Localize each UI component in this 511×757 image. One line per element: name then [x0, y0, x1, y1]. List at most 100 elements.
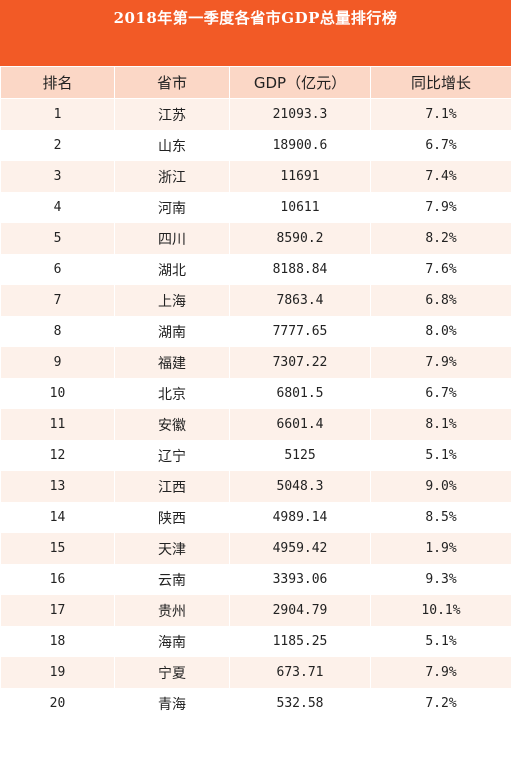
table-row: 3 浙江 11691 7.4% [0, 161, 511, 192]
header-gdp: GDP（亿元） [229, 66, 371, 99]
growth-cell: 1.9% [370, 533, 511, 564]
rank-cell: 11 [0, 409, 115, 440]
table-body: 1 江苏 21093.3 7.1% 2 山东 18900.6 6.7% 3 浙江 11691 7.4%… [0, 98, 511, 719]
growth-cell: 7.9% [370, 192, 511, 223]
rank-cell: 14 [0, 502, 115, 533]
province-cell: 湖北 [114, 254, 230, 285]
table-header-row: 排名 省市 GDP（亿元） 同比增长 [0, 66, 511, 99]
province-cell: 陕西 [114, 502, 230, 533]
gdp-cell: 2904.79 [229, 595, 371, 626]
province-cell: 上海 [114, 285, 230, 316]
gdp-cell: 21093.3 [229, 98, 371, 130]
growth-cell: 5.1% [370, 626, 511, 657]
growth-cell: 6.7% [370, 130, 511, 161]
rank-cell: 12 [0, 440, 115, 471]
gdp-cell: 1185.25 [229, 626, 371, 657]
province-cell: 湖南 [114, 316, 230, 347]
gdp-cell: 18900.6 [229, 130, 371, 161]
gdp-cell: 5125 [229, 440, 371, 471]
gdp-cell: 673.71 [229, 657, 371, 688]
growth-cell: 7.2% [370, 688, 511, 719]
table-row: 13 江西 5048.3 9.0% [0, 471, 511, 502]
header-rank: 排名 [0, 66, 115, 99]
gdp-cell: 7307.22 [229, 347, 371, 378]
table-row: 17 贵州 2904.79 10.1% [0, 595, 511, 626]
rank-cell: 4 [0, 192, 115, 223]
rank-cell: 8 [0, 316, 115, 347]
table-row: 2 山东 18900.6 6.7% [0, 130, 511, 161]
table-row: 9 福建 7307.22 7.9% [0, 347, 511, 378]
growth-cell: 6.7% [370, 378, 511, 409]
rank-cell: 13 [0, 471, 115, 502]
gdp-ranking-table: 排名 省市 GDP（亿元） 同比增长 1 江苏 21093.3 7.1% 2 山东 1890… [0, 66, 511, 719]
table-row: 11 安徽 6601.4 8.1% [0, 409, 511, 440]
rank-cell: 20 [0, 688, 115, 719]
gdp-cell: 5048.3 [229, 471, 371, 502]
table-row: 16 云南 3393.06 9.3% [0, 564, 511, 595]
growth-cell: 7.1% [370, 98, 511, 130]
growth-cell: 8.0% [370, 316, 511, 347]
growth-cell: 7.4% [370, 161, 511, 192]
province-cell: 辽宁 [114, 440, 230, 471]
province-cell: 山东 [114, 130, 230, 161]
header-province: 省市 [114, 66, 230, 99]
growth-cell: 8.1% [370, 409, 511, 440]
province-cell: 江西 [114, 471, 230, 502]
gdp-cell: 6601.4 [229, 409, 371, 440]
rank-cell: 10 [0, 378, 115, 409]
rank-cell: 6 [0, 254, 115, 285]
table-row: 12 辽宁 5125 5.1% [0, 440, 511, 471]
province-cell: 浙江 [114, 161, 230, 192]
table-row: 5 四川 8590.2 8.2% [0, 223, 511, 254]
growth-cell: 5.1% [370, 440, 511, 471]
province-cell: 北京 [114, 378, 230, 409]
province-cell: 安徽 [114, 409, 230, 440]
province-cell: 江苏 [114, 98, 230, 130]
province-cell: 海南 [114, 626, 230, 657]
table-row: 1 江苏 21093.3 7.1% [0, 98, 511, 130]
gdp-cell: 11691 [229, 161, 371, 192]
province-cell: 四川 [114, 223, 230, 254]
province-cell: 贵州 [114, 595, 230, 626]
table-row: 4 河南 10611 7.9% [0, 192, 511, 223]
gdp-cell: 8188.84 [229, 254, 371, 285]
table-row: 15 天津 4959.42 1.9% [0, 533, 511, 564]
gdp-cell: 6801.5 [229, 378, 371, 409]
header-growth: 同比增长 [370, 66, 511, 99]
table-row: 14 陕西 4989.14 8.5% [0, 502, 511, 533]
growth-cell: 7.6% [370, 254, 511, 285]
table-row: 10 北京 6801.5 6.7% [0, 378, 511, 409]
gdp-cell: 8590.2 [229, 223, 371, 254]
rank-cell: 1 [0, 98, 115, 130]
table-row: 18 海南 1185.25 5.1% [0, 626, 511, 657]
rank-cell: 9 [0, 347, 115, 378]
rank-cell: 2 [0, 130, 115, 161]
province-cell: 青海 [114, 688, 230, 719]
growth-cell: 9.3% [370, 564, 511, 595]
table-row: 19 宁夏 673.71 7.9% [0, 657, 511, 688]
growth-cell: 7.9% [370, 657, 511, 688]
rank-cell: 17 [0, 595, 115, 626]
gdp-cell: 4989.14 [229, 502, 371, 533]
province-cell: 河南 [114, 192, 230, 223]
table-row: 7 上海 7863.4 6.8% [0, 285, 511, 316]
rank-cell: 3 [0, 161, 115, 192]
gdp-cell: 3393.06 [229, 564, 371, 595]
table-row: 20 青海 532.58 7.2% [0, 688, 511, 719]
gdp-cell: 4959.42 [229, 533, 371, 564]
rank-cell: 16 [0, 564, 115, 595]
province-cell: 云南 [114, 564, 230, 595]
rank-cell: 5 [0, 223, 115, 254]
province-cell: 天津 [114, 533, 230, 564]
growth-cell: 8.5% [370, 502, 511, 533]
rank-cell: 18 [0, 626, 115, 657]
table-row: 6 湖北 8188.84 7.6% [0, 254, 511, 285]
growth-cell: 10.1% [370, 595, 511, 626]
gdp-cell: 7863.4 [229, 285, 371, 316]
growth-cell: 7.9% [370, 347, 511, 378]
gdp-cell: 532.58 [229, 688, 371, 719]
province-cell: 宁夏 [114, 657, 230, 688]
rank-cell: 7 [0, 285, 115, 316]
growth-cell: 8.2% [370, 223, 511, 254]
rank-cell: 15 [0, 533, 115, 564]
